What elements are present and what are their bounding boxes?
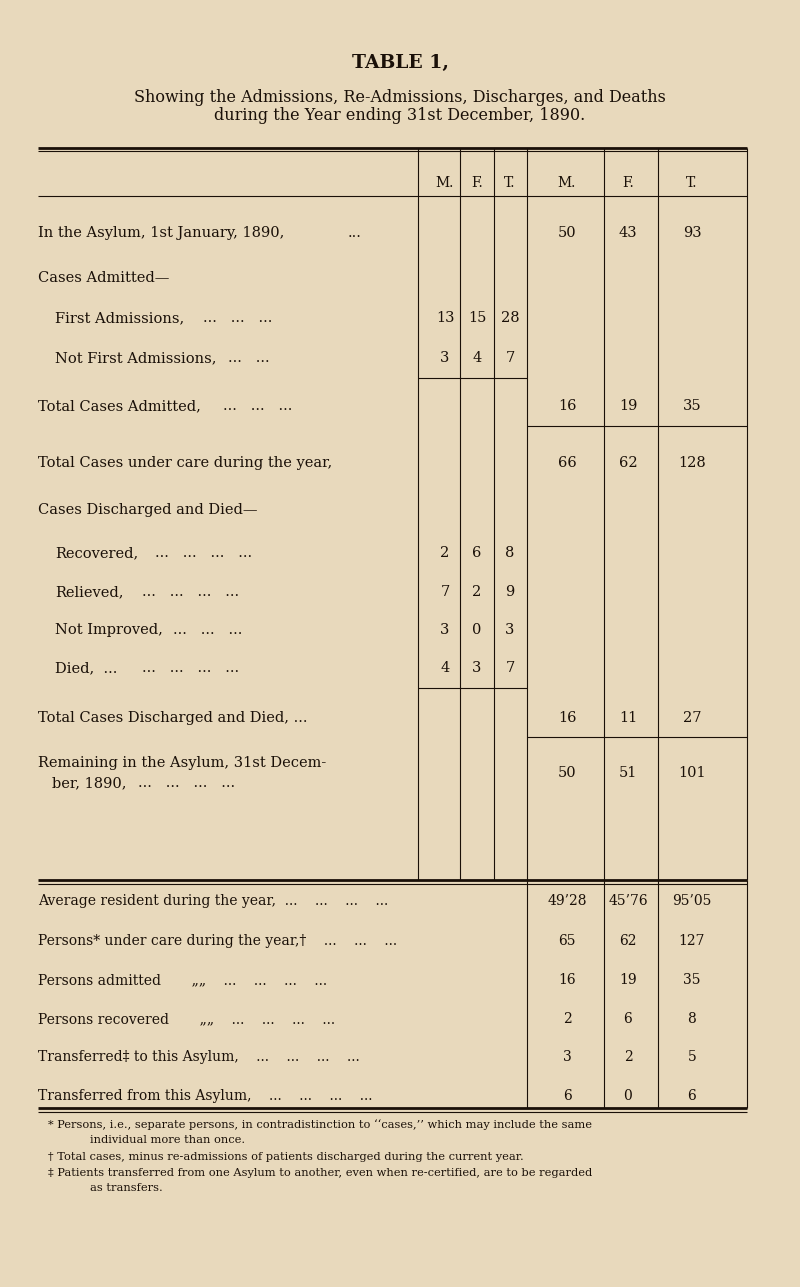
Text: 35: 35	[682, 399, 702, 413]
Text: 11: 11	[619, 710, 637, 725]
Text: Total Cases Admitted,: Total Cases Admitted,	[38, 399, 201, 413]
Text: during the Year ending 31st December, 1890.: during the Year ending 31st December, 18…	[214, 108, 586, 125]
Text: 7: 7	[506, 351, 514, 366]
Text: 2: 2	[562, 1012, 571, 1026]
Text: 3: 3	[506, 623, 514, 637]
Text: T.: T.	[686, 176, 698, 190]
Text: Total Cases Discharged and Died, ...: Total Cases Discharged and Died, ...	[38, 710, 307, 725]
Text: F.: F.	[622, 176, 634, 190]
Text: 50: 50	[558, 766, 576, 780]
Text: TABLE 1,: TABLE 1,	[351, 54, 449, 72]
Text: 16: 16	[558, 399, 576, 413]
Text: 2: 2	[624, 1050, 632, 1064]
Text: Transferred from this Asylum,    ...    ...    ...    ...: Transferred from this Asylum, ... ... ..…	[38, 1089, 373, 1103]
Text: ...   ...   ...   ...: ... ... ... ...	[138, 776, 235, 790]
Text: In the Asylum, 1st January, 1890,: In the Asylum, 1st January, 1890,	[38, 227, 284, 239]
Text: 5: 5	[688, 1050, 696, 1064]
Text: 19: 19	[619, 399, 637, 413]
Text: 19: 19	[619, 973, 637, 987]
Text: 6: 6	[472, 546, 482, 560]
Text: 45’76: 45’76	[608, 894, 648, 909]
Text: ...   ...   ...   ...: ... ... ... ...	[155, 546, 252, 560]
Text: 3: 3	[440, 351, 450, 366]
Text: Persons admitted       „„    ...    ...    ...    ...: Persons admitted „„ ... ... ... ...	[38, 973, 327, 987]
Text: 95’05: 95’05	[672, 894, 712, 909]
Text: 13: 13	[436, 311, 454, 326]
Text: 62: 62	[619, 934, 637, 949]
Text: Died,  ...: Died, ...	[55, 662, 118, 674]
Text: 6: 6	[562, 1089, 571, 1103]
Text: 62: 62	[618, 456, 638, 470]
Text: 51: 51	[619, 766, 637, 780]
Text: 2: 2	[472, 586, 482, 598]
Text: 49’28: 49’28	[547, 894, 586, 909]
Text: as transfers.: as transfers.	[90, 1183, 162, 1193]
Text: 127: 127	[678, 934, 706, 949]
Text: ...: ...	[348, 227, 362, 239]
Text: ...   ...   ...: ... ... ...	[223, 399, 292, 413]
Text: 0: 0	[624, 1089, 632, 1103]
Text: 0: 0	[472, 623, 482, 637]
Text: Transferred‡ to this Asylum,    ...    ...    ...    ...: Transferred‡ to this Asylum, ... ... ...…	[38, 1050, 360, 1064]
Text: 35: 35	[683, 973, 701, 987]
Text: 9: 9	[506, 586, 514, 598]
Text: Cases Discharged and Died—: Cases Discharged and Died—	[38, 503, 258, 517]
Text: ...   ...   ...   ...: ... ... ... ...	[142, 662, 239, 674]
Text: Total Cases under care during the year,: Total Cases under care during the year,	[38, 456, 332, 470]
Text: ...   ...: ... ...	[228, 351, 270, 366]
Text: 6: 6	[624, 1012, 632, 1026]
Text: M.: M.	[436, 176, 454, 190]
Text: 6: 6	[688, 1089, 696, 1103]
Text: 4: 4	[472, 351, 482, 366]
Text: Recovered,: Recovered,	[55, 546, 138, 560]
Text: 27: 27	[682, 710, 702, 725]
Text: ...   ...   ...: ... ... ...	[173, 623, 242, 637]
Text: Persons* under care during the year,†    ...    ...    ...: Persons* under care during the year,† ..…	[38, 934, 397, 949]
Text: ‡ Patients transferred from one Asylum to another, even when re-certified, are t: ‡ Patients transferred from one Asylum t…	[48, 1169, 592, 1178]
Text: Cases Admitted—: Cases Admitted—	[38, 272, 170, 284]
Text: 101: 101	[678, 766, 706, 780]
Text: ...   ...   ...   ...: ... ... ... ...	[142, 586, 239, 598]
Text: F.: F.	[471, 176, 483, 190]
Text: 43: 43	[618, 227, 638, 239]
Text: M.: M.	[558, 176, 576, 190]
Text: T.: T.	[504, 176, 516, 190]
Text: 7: 7	[506, 662, 514, 674]
Text: First Admissions,: First Admissions,	[55, 311, 184, 326]
Text: 15: 15	[468, 311, 486, 326]
Text: 8: 8	[688, 1012, 696, 1026]
Text: 3: 3	[440, 623, 450, 637]
Text: * Persons, i.e., separate persons, in contradistinction to ‘‘cases,’’ which may : * Persons, i.e., separate persons, in co…	[48, 1120, 592, 1130]
Text: Showing the Admissions, Re-Admissions, Discharges, and Deaths: Showing the Admissions, Re-Admissions, D…	[134, 89, 666, 106]
Text: 8: 8	[506, 546, 514, 560]
Text: 93: 93	[682, 227, 702, 239]
Text: individual more than once.: individual more than once.	[90, 1135, 245, 1145]
Text: 3: 3	[562, 1050, 571, 1064]
Text: Not First Admissions,: Not First Admissions,	[55, 351, 217, 366]
Text: 128: 128	[678, 456, 706, 470]
Text: 16: 16	[558, 973, 576, 987]
Text: 65: 65	[558, 934, 576, 949]
Text: 66: 66	[558, 456, 576, 470]
Text: ...   ...   ...: ... ... ...	[203, 311, 272, 326]
Text: 16: 16	[558, 710, 576, 725]
Text: 7: 7	[440, 586, 450, 598]
Text: Relieved,: Relieved,	[55, 586, 123, 598]
Text: † Total cases, minus re-admissions of patients discharged during the current yea: † Total cases, minus re-admissions of pa…	[48, 1152, 524, 1162]
Text: Not Improved,: Not Improved,	[55, 623, 163, 637]
Text: 28: 28	[501, 311, 519, 326]
Text: 50: 50	[558, 227, 576, 239]
Text: Average resident during the year,  ...    ...    ...    ...: Average resident during the year, ... ..…	[38, 894, 388, 909]
Text: 3: 3	[472, 662, 482, 674]
Text: 4: 4	[440, 662, 450, 674]
Text: ber, 1890,: ber, 1890,	[52, 776, 126, 790]
Text: 2: 2	[440, 546, 450, 560]
Text: Persons recovered       „„    ...    ...    ...    ...: Persons recovered „„ ... ... ... ...	[38, 1012, 335, 1026]
Text: Remaining in the Asylum, 31st Decem-: Remaining in the Asylum, 31st Decem-	[38, 755, 326, 770]
